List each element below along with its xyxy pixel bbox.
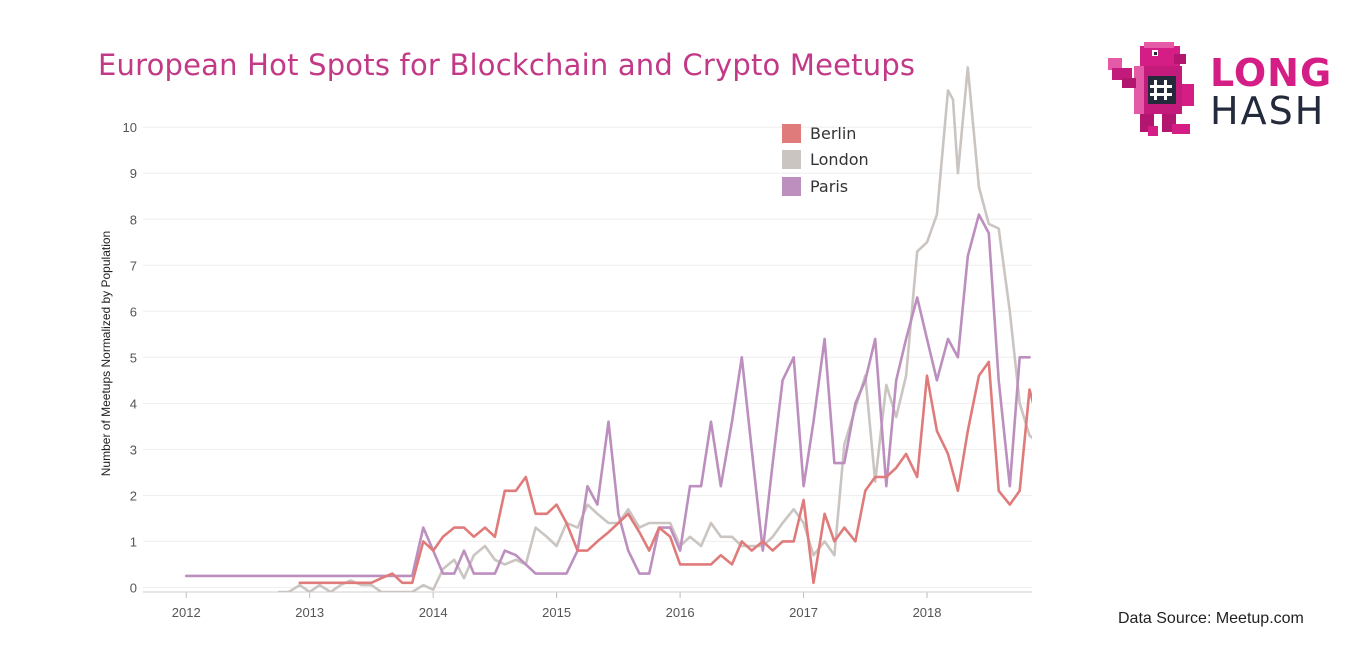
legend-label-berlin: Berlin	[810, 123, 857, 143]
series-line-berlin[interactable]	[298, 360, 1051, 585]
y-tick-label: 1	[130, 534, 137, 549]
pixel-dinosaur-hash-icon	[1108, 42, 1194, 136]
y-axis-ticks: 0 1 2 3 4 5 6 7 8 9 10	[123, 120, 137, 595]
legend-item-london[interactable]: London	[782, 147, 869, 174]
legend-label-paris: Paris	[810, 176, 849, 196]
legend-item-paris[interactable]: Paris	[782, 173, 869, 200]
gridlines	[143, 126, 1032, 588]
x-tick-label: 2015	[542, 605, 571, 620]
x-tick-label: 2013	[295, 605, 324, 620]
x-tick-label: 2017	[789, 605, 818, 620]
legend-swatch-paris	[782, 176, 801, 196]
legend-label-london: London	[810, 150, 869, 170]
legend-item-berlin[interactable]: Berlin	[782, 120, 869, 147]
y-tick-label: 8	[130, 212, 137, 227]
y-tick-label: 3	[130, 442, 137, 457]
chart-title: European Hot Spots for Blockchain and Cr…	[98, 48, 916, 82]
y-tick-label: 0	[130, 580, 137, 595]
logo-text-long: LONG	[1210, 51, 1333, 95]
x-tick-label: 2016	[666, 605, 695, 620]
y-tick-label: 9	[130, 166, 137, 181]
y-tick-label: 5	[130, 350, 137, 365]
chart-legend: Berlin London Paris	[782, 120, 869, 200]
x-tick-label: 2012	[172, 605, 201, 620]
legend-swatch-london	[782, 150, 801, 170]
series-line-london[interactable]	[277, 66, 1051, 592]
y-tick-label: 4	[130, 396, 137, 411]
y-tick-label: 10	[123, 120, 137, 135]
y-tick-label: 2	[130, 488, 137, 503]
y-tick-label: 6	[130, 304, 137, 319]
x-axis-ticks: 2012 2013 2014 2015 2016 2017 2018	[172, 592, 942, 620]
y-tick-label: 7	[130, 258, 137, 273]
longhash-logo[interactable]: LONG HASH	[1104, 40, 1334, 140]
legend-swatch-berlin	[782, 123, 801, 143]
y-axis-label: Number of Meetups Normalized by Populati…	[99, 231, 113, 476]
data-source-note: Data Source: Meetup.com	[1118, 610, 1304, 627]
series-line-paris[interactable]	[184, 213, 1031, 578]
logo-text-hash: HASH	[1210, 89, 1326, 133]
x-tick-label: 2018	[913, 605, 942, 620]
series-lines	[184, 66, 1051, 592]
x-tick-label: 2014	[419, 605, 448, 620]
